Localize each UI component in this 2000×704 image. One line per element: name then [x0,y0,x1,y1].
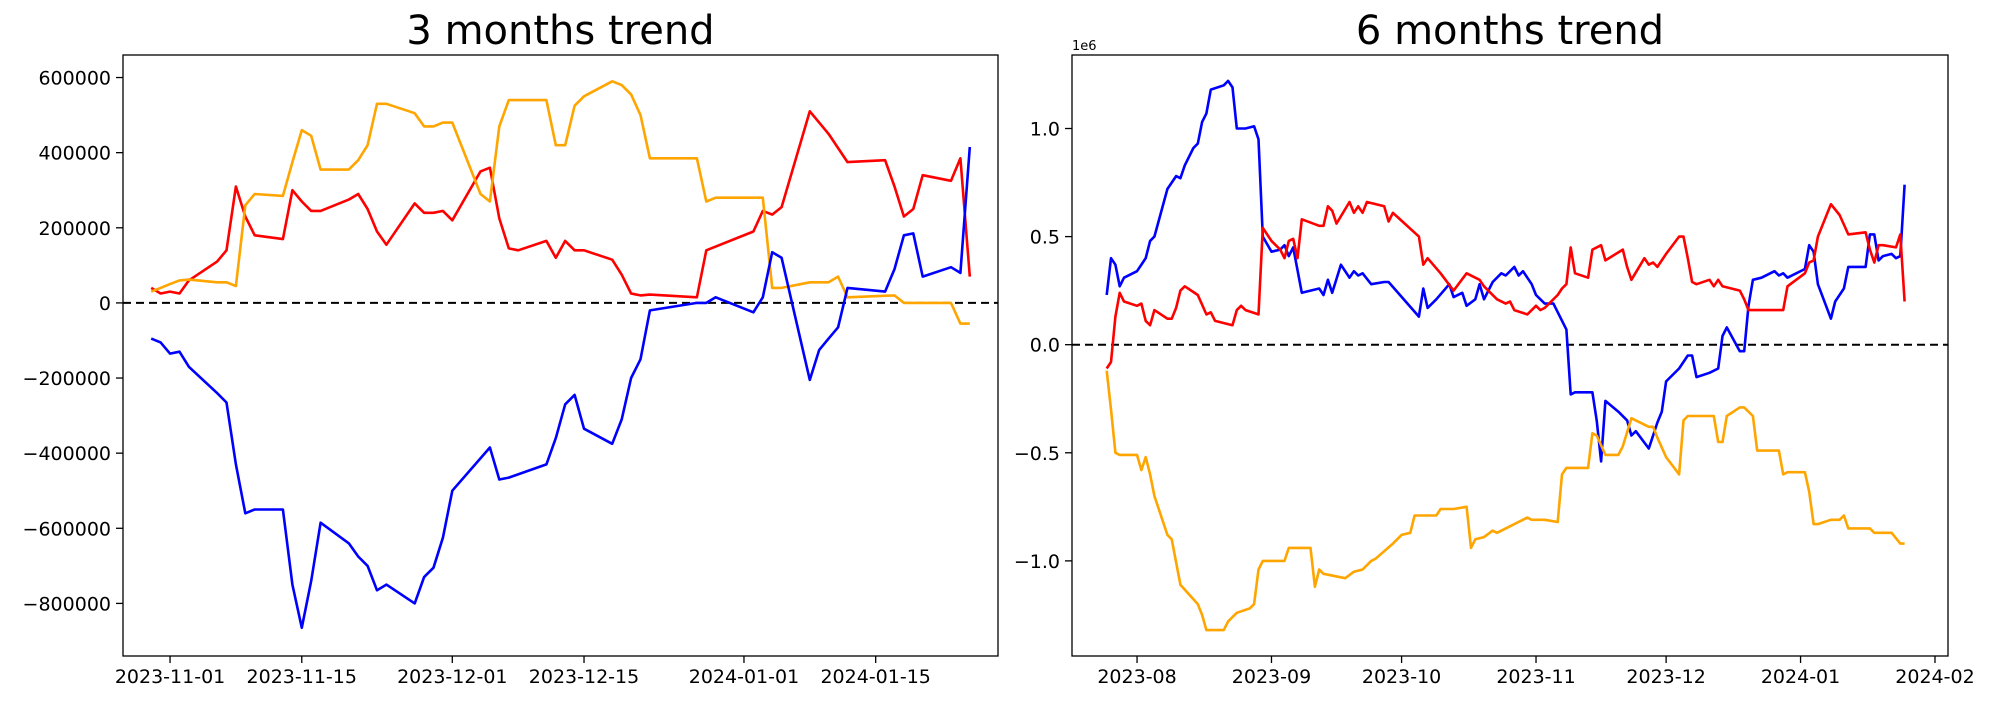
y-tick-label: 0.5 [1030,227,1060,249]
chart-3-months: 3 months trend 2023-11-01 2023-11-15 2023-1… [23,8,999,688]
plot-frame [122,54,999,657]
y-tick-label: −400000 [23,443,111,465]
x-tick-label: 2024-02 [1895,666,1974,688]
y-tick-label: −600000 [23,518,111,540]
x-tick-label: 2024-01-01 [689,666,799,688]
y-tick-label: −800000 [23,593,111,615]
series-line-2 [150,146,972,630]
y-tick-label: −0.5 [1014,443,1060,465]
series-line-0 [150,110,972,299]
y-tick-label: 0 [99,293,111,315]
x-tick-label: 2023-12 [1626,666,1705,688]
y-tick-label: 600000 [38,68,111,90]
x-tick-label: 2024-01-15 [820,666,930,688]
x-tick-label: 2023-12-15 [529,666,639,688]
x-tick-label: 2023-08 [1097,666,1176,688]
plot-frame [1071,54,1949,657]
chart-6-months: 6 months trend 1e6 2023-08 2023-09 2023-10 20… [1014,8,1975,688]
y-tick-label: 1.0 [1030,119,1060,141]
y-tick-label: −200000 [23,368,111,390]
x-tick-label: 2023-11 [1496,666,1575,688]
y-scale-label: 1e6 [1072,39,1097,54]
y-tick-label: −1.0 [1014,551,1060,573]
x-tick-label: 2023-10 [1362,666,1441,688]
series-line-0 [1105,79,1906,463]
x-tick-label: 2023-11-01 [115,666,225,688]
chart-title: 6 months trend [1356,8,1664,54]
x-tick-label: 2023-12-01 [397,666,507,688]
x-tick-label: 2023-09 [1232,666,1311,688]
y-tick-label: 200000 [38,218,111,240]
y-tick-label: 0.0 [1030,335,1060,357]
series-line-1 [1105,200,1906,370]
series-line-2 [1105,370,1905,632]
x-tick-label: 2024-01 [1761,666,1840,688]
series-line-1 [150,80,970,325]
y-tick-label: 400000 [38,143,111,165]
chart-title: 3 months trend [406,8,714,54]
x-tick-label: 2023-11-15 [247,666,357,688]
